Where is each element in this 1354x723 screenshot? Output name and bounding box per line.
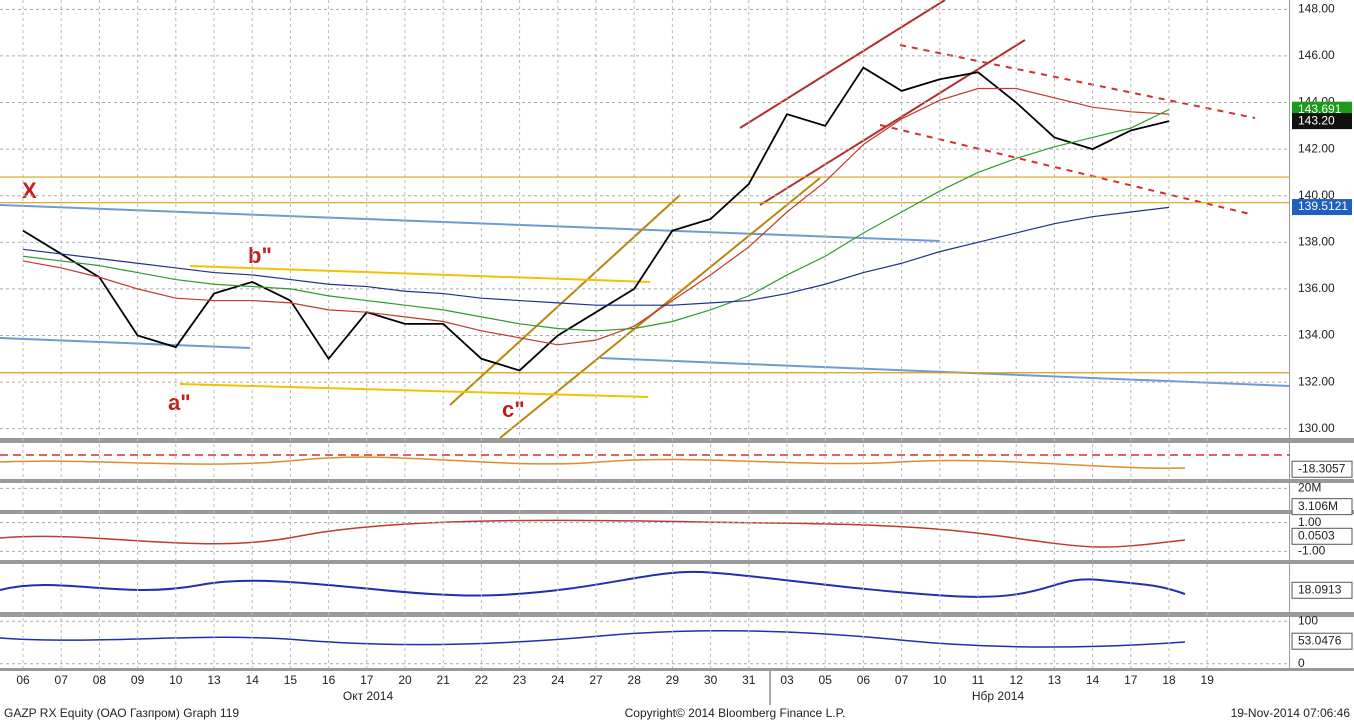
footer-right: 19-Nov-2014 07:06:46 [1231, 706, 1351, 720]
price-line [22, 87, 1170, 346]
x-tick-label: 24 [551, 673, 565, 687]
x-tick-label: 03 [780, 673, 794, 687]
price-tag-label: 143.691 [1298, 102, 1342, 116]
x-tick-label: 21 [437, 673, 451, 687]
panel-tick-label: 0 [1298, 656, 1305, 670]
y-tick-label: 148.00 [1298, 1, 1335, 15]
y-tick-label: 132.00 [1298, 374, 1335, 388]
annotation: a" [168, 390, 191, 415]
panel-tag-label: 0.0503 [1298, 528, 1335, 542]
y-tick-label: 142.00 [1298, 141, 1335, 155]
y-tick-label: 146.00 [1298, 48, 1335, 62]
footer-left: GAZP RX Equity (ОАО Газпром) Graph 119 [4, 706, 239, 720]
month-label: Нбр 2014 [972, 689, 1025, 703]
x-tick-label: 28 [628, 673, 642, 687]
x-tick-label: 10 [169, 673, 183, 687]
month-label: Окт 2014 [343, 689, 394, 703]
panel-tick-label: 20M [1298, 481, 1321, 495]
x-tick-label: 06 [16, 673, 30, 687]
price-line [22, 66, 1170, 372]
x-tick-label: 15 [284, 673, 298, 687]
panel-tag-label: 53.0476 [1298, 633, 1342, 647]
price-line [22, 108, 1170, 332]
footer-center: Copyright© 2014 Bloomberg Finance L.P. [625, 706, 846, 720]
price-tag [1292, 199, 1352, 216]
y-tick-label: 134.00 [1298, 328, 1335, 342]
panel-tick-label: -1.00 [1298, 544, 1326, 558]
annotation: c" [502, 397, 525, 422]
x-tick-label: 14 [246, 673, 260, 687]
x-tick-label: 31 [742, 673, 756, 687]
y-tick-label: 138.00 [1298, 234, 1335, 248]
x-tick-label: 17 [1124, 673, 1138, 687]
x-tick-label: 08 [93, 673, 107, 687]
annotation: b" [248, 243, 272, 268]
x-tick-label: 17 [360, 673, 374, 687]
price-tag-label: 139.5121 [1298, 199, 1348, 213]
x-tick-label: 07 [895, 673, 909, 687]
x-tick-label: 16 [322, 673, 336, 687]
price-tag [1292, 113, 1352, 130]
x-tick-label: 11 [972, 673, 985, 687]
panel-tick-label: 100 [1298, 613, 1318, 627]
x-tick-label: 06 [857, 673, 871, 687]
x-tick-label: 20 [398, 673, 412, 687]
annotation: X [22, 178, 37, 203]
x-tick-label: 13 [1048, 673, 1062, 687]
x-tick-label: 13 [207, 673, 221, 687]
panel-tag [1291, 581, 1353, 599]
y-tick-label: 140.00 [1298, 188, 1335, 202]
y-tick-label: 130.00 [1298, 421, 1335, 435]
panel-tag-label: -18.3057 [1298, 461, 1346, 475]
panel-borders [0, 0, 1354, 671]
panel-tag-label: 18.0913 [1298, 582, 1342, 596]
x-tick-label: 18 [1162, 673, 1176, 687]
x-tick-label: 05 [819, 673, 833, 687]
panel-tag [1291, 632, 1353, 650]
x-tick-label: 30 [704, 673, 718, 687]
x-tick-label: 12 [1010, 673, 1024, 687]
price-line [22, 206, 1170, 306]
x-tick-label: 23 [513, 673, 527, 687]
indicator-traces [0, 454, 1290, 648]
price-tag-label: 143.20 [1298, 113, 1335, 127]
x-tick-label: 29 [666, 673, 680, 687]
x-tick-label: 10 [933, 673, 947, 687]
y-tick-label: 136.00 [1298, 281, 1335, 295]
x-tick-label: 09 [131, 673, 145, 687]
x-tick-label: 14 [1086, 673, 1100, 687]
x-tick-label: 07 [55, 673, 69, 687]
x-tick-label: 27 [589, 673, 603, 687]
panel-tag [1291, 527, 1353, 545]
panel-tag [1291, 498, 1353, 516]
panel-tag [1291, 460, 1353, 478]
x-tick-label: 22 [475, 673, 489, 687]
panel-tag-label: 3.106M [1298, 499, 1338, 513]
x-tick-label: 19 [1201, 673, 1215, 687]
panel-tick-label: 1.00 [1298, 515, 1322, 529]
